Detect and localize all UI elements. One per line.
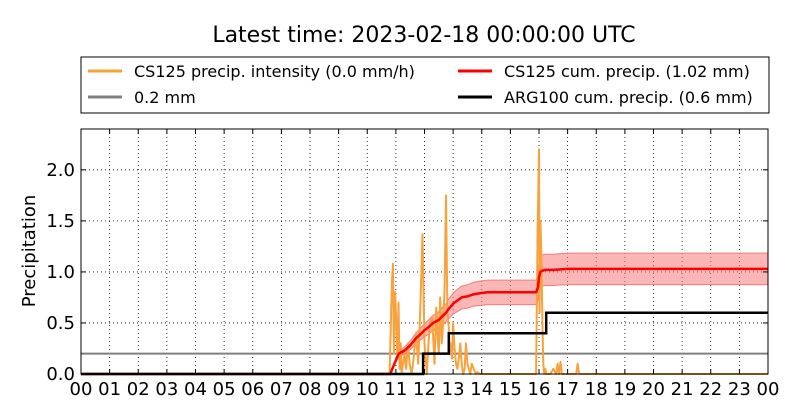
legend-label-arg100-cum: ARG100 cum. precip. (0.6 mm) (504, 88, 753, 107)
legend-label-cs125-cum: CS125 cum. precip. (1.02 mm) (504, 62, 750, 81)
x-tick-label: 06 (241, 379, 264, 400)
x-tick-label: 23 (728, 379, 751, 400)
y-tick-label: 2.0 (46, 160, 75, 181)
x-tick-label: 11 (384, 379, 407, 400)
x-axis: 00 01 02 03 04 05 06 07 08 09 10 11 12 13 14 15 16 17 18 19… (70, 129, 780, 400)
x-tick-label: 00 (70, 379, 93, 400)
legend-label-intensity: CS125 precip. intensity (0.0 mm/h) (134, 62, 415, 81)
y-tick-label: 0.0 (46, 364, 75, 385)
chart-title: Latest time: 2023-02-18 00:00:00 UTC (212, 23, 635, 48)
y-tick-label: 0.5 (46, 313, 75, 334)
x-tick-label: 17 (556, 379, 579, 400)
x-tick-label: 01 (98, 379, 121, 400)
x-tick-label: 13 (442, 379, 465, 400)
x-tick-label: 20 (642, 379, 665, 400)
x-tick-label: 09 (327, 379, 350, 400)
x-tick-label: 04 (184, 379, 207, 400)
x-tick-label: 15 (499, 379, 522, 400)
x-tick-label: 21 (671, 379, 694, 400)
x-tick-label: 16 (528, 379, 551, 400)
x-tick-label: 10 (356, 379, 379, 400)
x-tick-label: 05 (213, 379, 236, 400)
x-tick-label: 18 (585, 379, 608, 400)
x-tick-label: 12 (413, 379, 436, 400)
x-tick-label: 19 (613, 379, 636, 400)
series-arg100-cumulative-line (81, 311, 768, 376)
y-tick-label: 1.0 (46, 262, 75, 283)
x-tick-label: 00 (757, 379, 780, 400)
y-axis: 0.0 0.5 1.0 1.5 2.0 (46, 160, 768, 385)
legend-box (80, 56, 770, 114)
y-axis-label: Precipitation (19, 195, 40, 308)
legend: CS125 precip. intensity (0.0 mm/h) CS125… (80, 56, 770, 114)
x-tick-label: 14 (470, 379, 493, 400)
x-tick-label: 03 (155, 379, 178, 400)
x-tick-label: 07 (270, 379, 293, 400)
x-tick-label: 08 (299, 379, 322, 400)
x-tick-label: 22 (699, 379, 722, 400)
legend-label-threshold: 0.2 mm (134, 88, 196, 107)
y-tick-label: 1.5 (46, 211, 75, 232)
series-cs125-cumulative-line (81, 267, 768, 376)
x-tick-label: 02 (127, 379, 150, 400)
